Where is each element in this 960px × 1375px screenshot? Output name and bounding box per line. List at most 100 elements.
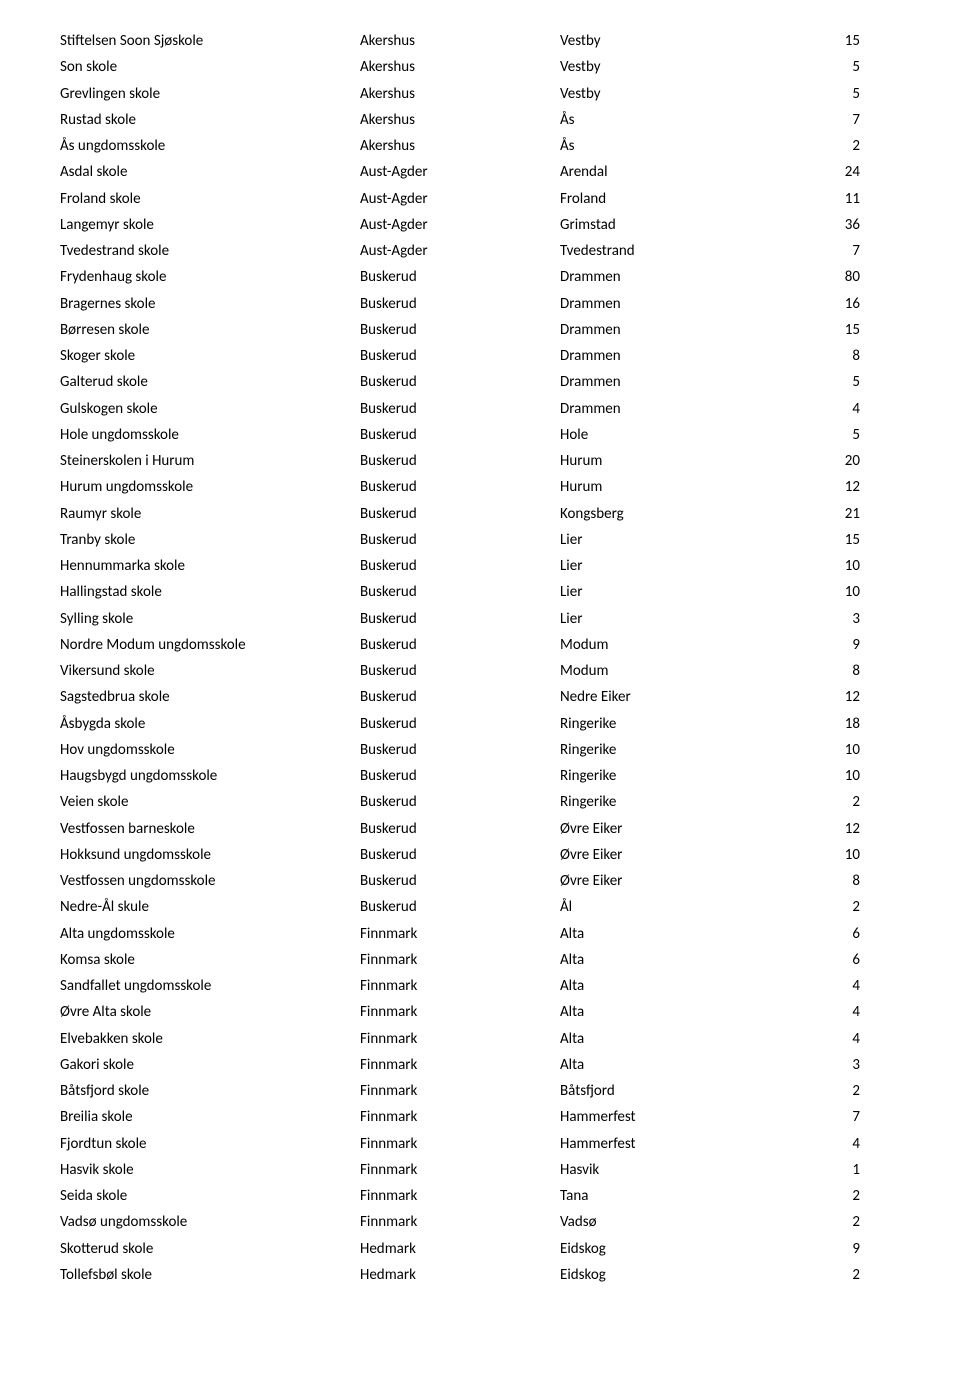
table-row: Son skoleAkershusVestby5 — [60, 54, 900, 80]
table-row: Åsbygda skoleBuskerudRingerike18 — [60, 711, 900, 737]
table-row: Nordre Modum ungdomsskoleBuskerudModum9 — [60, 632, 900, 658]
county: Finnmark — [360, 1183, 560, 1209]
school-name: Hallingstad skole — [60, 579, 360, 605]
county: Aust-Agder — [360, 212, 560, 238]
county: Akershus — [360, 81, 560, 107]
count: 1 — [800, 1157, 860, 1183]
table-row: Galterud skoleBuskerudDrammen5 — [60, 369, 900, 395]
county: Buskerud — [360, 579, 560, 605]
table-row: Hole ungdomsskoleBuskerudHole5 — [60, 422, 900, 448]
count: 3 — [800, 606, 860, 632]
municipality: Drammen — [560, 291, 800, 317]
school-name: Ås ungdomsskole — [60, 133, 360, 159]
municipality: Øvre Eiker — [560, 816, 800, 842]
municipality: Vestby — [560, 81, 800, 107]
municipality: Grimstad — [560, 212, 800, 238]
count: 16 — [800, 291, 860, 317]
count: 2 — [800, 1262, 860, 1288]
municipality: Froland — [560, 186, 800, 212]
school-name: Nordre Modum ungdomsskole — [60, 632, 360, 658]
school-name: Tranby skole — [60, 527, 360, 553]
school-name: Vadsø ungdomsskole — [60, 1209, 360, 1235]
count: 21 — [800, 501, 860, 527]
school-name: Hole ungdomsskole — [60, 422, 360, 448]
school-name: Fjordtun skole — [60, 1131, 360, 1157]
table-row: Hennummarka skoleBuskerudLier10 — [60, 553, 900, 579]
municipality: Hammerfest — [560, 1131, 800, 1157]
municipality: Ål — [560, 894, 800, 920]
table-row: Sagstedbrua skoleBuskerudNedre Eiker12 — [60, 684, 900, 710]
table-row: Båtsfjord skoleFinnmarkBåtsfjord2 — [60, 1078, 900, 1104]
table-row: Rustad skoleAkershusÅs7 — [60, 107, 900, 133]
count: 15 — [800, 28, 860, 54]
table-row: Seida skoleFinnmarkTana2 — [60, 1183, 900, 1209]
county: Buskerud — [360, 448, 560, 474]
table-row: Hokksund ungdomsskoleBuskerudØvre Eiker1… — [60, 842, 900, 868]
county: Buskerud — [360, 396, 560, 422]
county: Buskerud — [360, 474, 560, 500]
count: 5 — [800, 422, 860, 448]
county: Akershus — [360, 107, 560, 133]
school-name: Tollefsbøl skole — [60, 1262, 360, 1288]
municipality: Ringerike — [560, 737, 800, 763]
table-row: Hov ungdomsskoleBuskerudRingerike10 — [60, 737, 900, 763]
municipality: Drammen — [560, 317, 800, 343]
school-name: Børresen skole — [60, 317, 360, 343]
count: 2 — [800, 133, 860, 159]
school-name: Tvedestrand skole — [60, 238, 360, 264]
county: Buskerud — [360, 684, 560, 710]
municipality: Lier — [560, 579, 800, 605]
county: Finnmark — [360, 1026, 560, 1052]
county: Akershus — [360, 54, 560, 80]
municipality: Drammen — [560, 369, 800, 395]
count: 2 — [800, 1078, 860, 1104]
table-row: Komsa skoleFinnmarkAlta6 — [60, 947, 900, 973]
count: 7 — [800, 107, 860, 133]
table-row: Froland skoleAust-AgderFroland11 — [60, 186, 900, 212]
county: Buskerud — [360, 501, 560, 527]
school-name: Langemyr skole — [60, 212, 360, 238]
school-name: Komsa skole — [60, 947, 360, 973]
municipality: Hole — [560, 422, 800, 448]
municipality: Alta — [560, 921, 800, 947]
count: 8 — [800, 868, 860, 894]
count: 5 — [800, 81, 860, 107]
county: Finnmark — [360, 973, 560, 999]
school-name: Son skole — [60, 54, 360, 80]
county: Buskerud — [360, 789, 560, 815]
school-name: Elvebakken skole — [60, 1026, 360, 1052]
county: Hedmark — [360, 1262, 560, 1288]
county: Buskerud — [360, 632, 560, 658]
table-row: Gulskogen skoleBuskerudDrammen4 — [60, 396, 900, 422]
county: Finnmark — [360, 1052, 560, 1078]
county: Akershus — [360, 28, 560, 54]
county: Finnmark — [360, 1157, 560, 1183]
municipality: Alta — [560, 1052, 800, 1078]
municipality: Modum — [560, 632, 800, 658]
school-name: Hokksund ungdomsskole — [60, 842, 360, 868]
count: 8 — [800, 658, 860, 684]
school-name: Sagstedbrua skole — [60, 684, 360, 710]
county: Hedmark — [360, 1236, 560, 1262]
county: Finnmark — [360, 1104, 560, 1130]
county: Buskerud — [360, 868, 560, 894]
county: Buskerud — [360, 264, 560, 290]
count: 80 — [800, 264, 860, 290]
school-name: Stiftelsen Soon Sjøskole — [60, 28, 360, 54]
table-row: Alta ungdomsskoleFinnmarkAlta6 — [60, 921, 900, 947]
count: 6 — [800, 947, 860, 973]
count: 12 — [800, 474, 860, 500]
school-name: Øvre Alta skole — [60, 999, 360, 1025]
municipality: Drammen — [560, 396, 800, 422]
municipality: Ringerike — [560, 711, 800, 737]
count: 9 — [800, 1236, 860, 1262]
count: 10 — [800, 763, 860, 789]
municipality: Alta — [560, 973, 800, 999]
school-name: Veien skole — [60, 789, 360, 815]
school-name: Bragernes skole — [60, 291, 360, 317]
table-row: Vikersund skoleBuskerudModum8 — [60, 658, 900, 684]
school-name: Galterud skole — [60, 369, 360, 395]
county: Buskerud — [360, 317, 560, 343]
municipality: Drammen — [560, 264, 800, 290]
municipality: Vestby — [560, 28, 800, 54]
